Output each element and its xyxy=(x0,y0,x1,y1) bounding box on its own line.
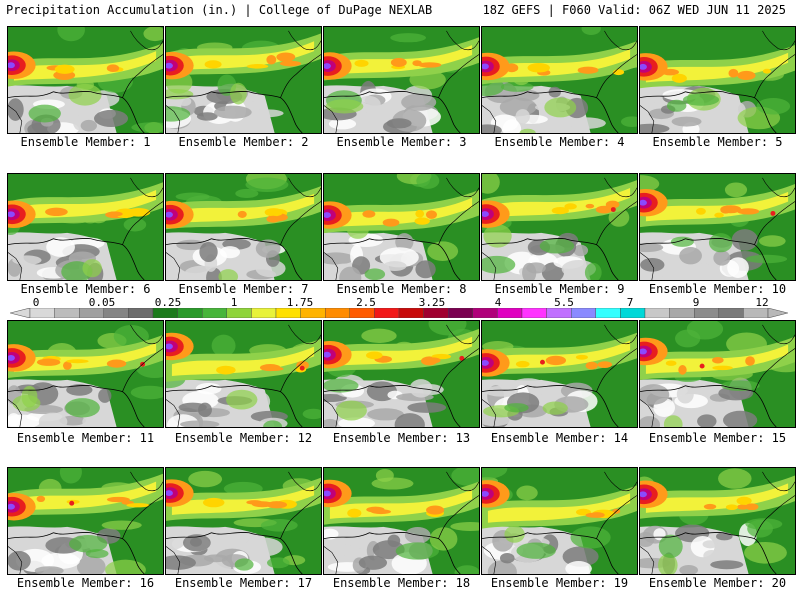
ensemble-map-panel xyxy=(323,320,480,428)
ensemble-map-panel xyxy=(323,173,480,281)
colorbar-tick-label: 1.75 xyxy=(286,296,314,309)
colorbar-swatch xyxy=(300,308,326,318)
colorbar-tick-label: 2.5 xyxy=(356,296,376,309)
colorbar-swatch xyxy=(325,308,351,318)
colorbar-tick-label: 0 xyxy=(32,296,40,309)
page-title: Precipitation Accumulation (in.) | Colle… xyxy=(6,3,433,17)
colorbar-left-arrow xyxy=(10,308,31,318)
colorbar-tick-label: 9 xyxy=(692,296,700,309)
colorbar-swatch xyxy=(571,308,597,318)
ensemble-map-panel xyxy=(165,467,322,575)
colorbar-swatch xyxy=(374,308,400,318)
ensemble-member-caption: Ensemble Member: 16 xyxy=(16,576,155,590)
colorbar-swatch xyxy=(743,308,769,318)
model-run-valid-time: 18Z GEFS | F060 Valid: 06Z WED JUN 11 20… xyxy=(482,3,786,17)
ensemble-member-caption: Ensemble Member: 7 xyxy=(178,282,309,296)
ensemble-map-panel xyxy=(7,467,164,575)
ensemble-map-panel xyxy=(639,26,796,134)
colorbar-tick-label: 0.25 xyxy=(154,296,182,309)
colorbar-swatch xyxy=(620,308,646,318)
colorbar-swatch xyxy=(177,308,203,318)
ensemble-member-caption: Ensemble Member: 5 xyxy=(652,135,783,149)
colorbar-tick-label: 7 xyxy=(626,296,634,309)
ensemble-map-panel xyxy=(481,26,638,134)
ensemble-map-panel xyxy=(7,173,164,281)
colorbar-scale xyxy=(10,308,788,318)
colorbar-swatch xyxy=(103,308,129,318)
colorbar: 0 0.05 0.25 1 1.75 2.5 3.25 4 5.5 7 9 12 xyxy=(10,296,788,318)
colorbar-tick-label: 0.05 xyxy=(88,296,116,309)
ensemble-member-caption: Ensemble Member: 20 xyxy=(648,576,787,590)
colorbar-swatch xyxy=(595,308,621,318)
ensemble-member-caption: Ensemble Member: 19 xyxy=(490,576,629,590)
colorbar-swatch xyxy=(152,308,178,318)
colorbar-swatch xyxy=(29,308,55,318)
colorbar-swatch xyxy=(201,308,227,318)
colorbar-swatch xyxy=(497,308,523,318)
colorbar-swatch xyxy=(472,308,498,318)
ensemble-map-panel xyxy=(7,26,164,134)
ensemble-map-panel xyxy=(165,173,322,281)
ensemble-member-caption: Ensemble Member: 9 xyxy=(494,282,625,296)
ensemble-map-panel xyxy=(481,467,638,575)
colorbar-swatch xyxy=(546,308,572,318)
colorbar-tick-label: 4 xyxy=(494,296,502,309)
ensemble-member-caption: Ensemble Member: 11 xyxy=(16,431,155,445)
colorbar-swatch xyxy=(54,308,80,318)
colorbar-swatch xyxy=(398,308,424,318)
ensemble-map-panel xyxy=(323,467,480,575)
colorbar-swatch xyxy=(251,308,277,318)
ensemble-member-caption: Ensemble Member: 6 xyxy=(20,282,151,296)
colorbar-swatch xyxy=(644,308,670,318)
colorbar-swatch xyxy=(448,308,474,318)
ensemble-map-panel xyxy=(639,467,796,575)
colorbar-right-arrow xyxy=(767,308,788,318)
colorbar-swatch xyxy=(226,308,252,318)
ensemble-member-caption: Ensemble Member: 14 xyxy=(490,431,629,445)
ensemble-member-caption: Ensemble Member: 2 xyxy=(178,135,309,149)
colorbar-swatch xyxy=(694,308,720,318)
ensemble-map-panel xyxy=(481,320,638,428)
colorbar-tick-label: 1 xyxy=(230,296,238,309)
colorbar-swatch xyxy=(521,308,547,318)
colorbar-swatch xyxy=(128,308,154,318)
ensemble-map-panel xyxy=(7,320,164,428)
ensemble-member-caption: Ensemble Member: 1 xyxy=(20,135,151,149)
colorbar-swatch xyxy=(78,308,104,318)
colorbar-tick-label: 3.25 xyxy=(418,296,446,309)
ensemble-member-caption: Ensemble Member: 13 xyxy=(332,431,471,445)
ensemble-map-panel xyxy=(481,173,638,281)
ensemble-member-caption: Ensemble Member: 15 xyxy=(648,431,787,445)
colorbar-swatch xyxy=(423,308,449,318)
ensemble-member-caption: Ensemble Member: 17 xyxy=(174,576,313,590)
ensemble-member-caption: Ensemble Member: 3 xyxy=(336,135,467,149)
ensemble-member-caption: Ensemble Member: 18 xyxy=(332,576,471,590)
ensemble-member-caption: Ensemble Member: 4 xyxy=(494,135,625,149)
colorbar-swatch xyxy=(669,308,695,318)
ensemble-map-panel xyxy=(639,173,796,281)
ensemble-member-caption: Ensemble Member: 8 xyxy=(336,282,467,296)
colorbar-tick-label: 5.5 xyxy=(554,296,574,309)
ensemble-member-caption: Ensemble Member: 12 xyxy=(174,431,313,445)
colorbar-tick-label: 12 xyxy=(755,296,769,309)
ensemble-map-panel xyxy=(639,320,796,428)
colorbar-swatch xyxy=(275,308,301,318)
colorbar-swatch xyxy=(718,308,744,318)
ensemble-map-panel xyxy=(165,26,322,134)
colorbar-swatch xyxy=(349,308,375,318)
ensemble-map-panel xyxy=(165,320,322,428)
ensemble-map-panel xyxy=(323,26,480,134)
ensemble-member-caption: Ensemble Member: 10 xyxy=(648,282,787,296)
